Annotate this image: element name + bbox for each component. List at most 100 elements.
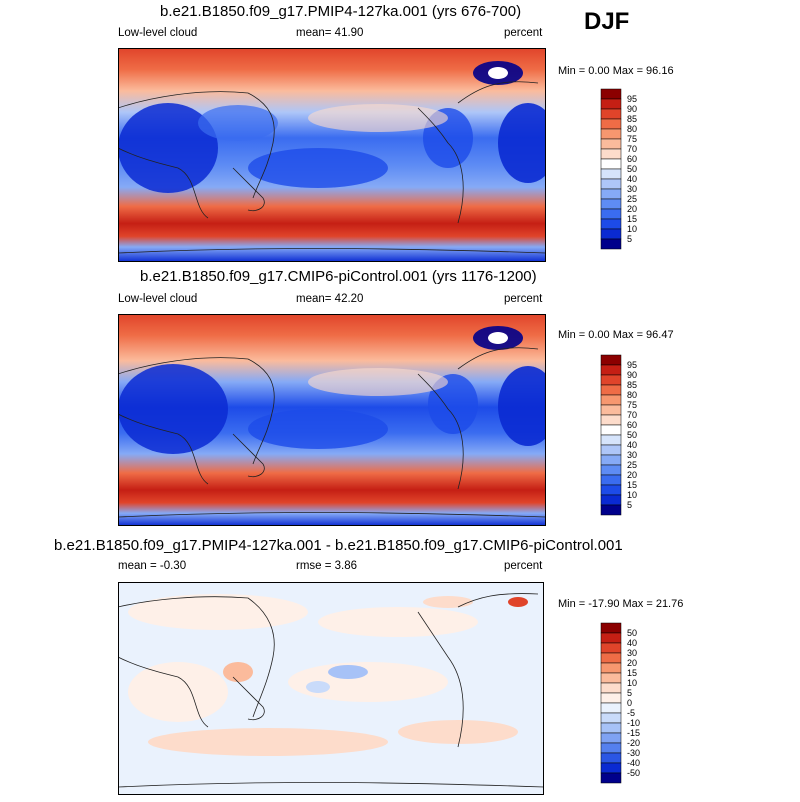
- colorbar-tick-label: 50: [627, 628, 637, 638]
- colorbar-tick-label: -30: [627, 748, 640, 758]
- panel1-coastlines: [118, 81, 546, 254]
- colorbar-swatch: [600, 158, 622, 170]
- colorbar-swatch: [600, 752, 622, 764]
- colorbar-swatch: [600, 662, 622, 674]
- colorbar-tick-label: 15: [627, 214, 637, 224]
- colorbar-tick-label: -15: [627, 728, 640, 738]
- colorbar-tick-label: 85: [627, 114, 637, 124]
- colorbar-tick-label: 60: [627, 154, 637, 164]
- colorbar-tick-label: 75: [627, 400, 637, 410]
- colorbar-tick-label: -40: [627, 758, 640, 768]
- colorbar-tick-label: 15: [627, 480, 637, 490]
- colorbar-swatch: [600, 474, 622, 486]
- colorbar-swatch: [600, 108, 622, 120]
- colorbar-swatch: [600, 384, 622, 396]
- colorbar-tick-label: 95: [627, 360, 637, 370]
- panel3-map: [118, 582, 544, 795]
- colorbar-swatch: [600, 672, 622, 684]
- colorbar-swatch: [600, 88, 622, 100]
- panel2-mean-label: mean= 42.20: [296, 293, 364, 305]
- panel2-coastlines: [118, 347, 546, 518]
- colorbar-swatch: [600, 128, 622, 140]
- colorbar-swatch: [600, 712, 622, 724]
- panel3-title: b.e21.B1850.f09_g17.PMIP4-127ka.001 - b.…: [54, 537, 623, 554]
- colorbar-swatch: [600, 414, 622, 426]
- colorbar-swatch: [600, 208, 622, 220]
- colorbar-tick-label: 80: [627, 124, 637, 134]
- colorbar-tick-label: 30: [627, 184, 637, 194]
- colorbar-tick-label: 30: [627, 450, 637, 460]
- panel3-diff-regions: [128, 594, 528, 756]
- colorbar-swatch: [600, 702, 622, 714]
- colorbar-tick-label: 50: [627, 164, 637, 174]
- colorbar-tick-label: -10: [627, 718, 640, 728]
- panel1-minmax: Min = 0.00 Max = 96.16: [558, 65, 674, 77]
- colorbar-swatch: [600, 354, 622, 366]
- colorbar-swatch: [600, 148, 622, 160]
- colorbar-swatch: [600, 238, 622, 250]
- colorbar-swatch: [600, 742, 622, 754]
- colorbar-tick-label: 70: [627, 410, 637, 420]
- colorbar-swatch: [600, 218, 622, 230]
- colorbar-tick-label: 40: [627, 174, 637, 184]
- panel1-colorbar-swatches: [600, 88, 622, 250]
- colorbar-tick-label: 90: [627, 370, 637, 380]
- colorbar-tick-label: 90: [627, 104, 637, 114]
- colorbar-tick-label: 0: [627, 698, 632, 708]
- colorbar-tick-label: 20: [627, 470, 637, 480]
- colorbar-tick-label: 15: [627, 668, 637, 678]
- colorbar-swatch: [600, 454, 622, 466]
- colorbar-swatch: [600, 364, 622, 376]
- colorbar-swatch: [600, 444, 622, 456]
- panel3-colorbar-swatches: [600, 622, 622, 784]
- colorbar-tick-label: 75: [627, 134, 637, 144]
- colorbar-swatch: [600, 188, 622, 200]
- panel1-variable-label: Low-level cloud: [118, 27, 198, 39]
- panel2-cloud-regions: [118, 326, 546, 454]
- colorbar-tick-label: 5: [627, 688, 632, 698]
- colorbar-tick-label: 95: [627, 94, 637, 104]
- colorbar-swatch: [600, 504, 622, 516]
- colorbar-tick-label: 10: [627, 224, 637, 234]
- colorbar-tick-label: 25: [627, 460, 637, 470]
- colorbar-swatch: [600, 404, 622, 416]
- colorbar-tick-label: 70: [627, 144, 637, 154]
- colorbar-swatch: [600, 168, 622, 180]
- season-label: DJF: [584, 8, 630, 35]
- colorbar-swatch: [600, 692, 622, 704]
- colorbar-tick-label: 60: [627, 420, 637, 430]
- colorbar-swatch: [600, 732, 622, 744]
- colorbar-swatch: [600, 434, 622, 446]
- panel3-minmax: Min = -17.90 Max = 21.76: [558, 598, 684, 610]
- colorbar-swatch: [600, 424, 622, 436]
- colorbar-tick-label: 40: [627, 638, 637, 648]
- panel3-units-label: percent: [504, 560, 543, 572]
- panel2-map: [118, 314, 546, 526]
- colorbar-swatch: [600, 178, 622, 190]
- colorbar-tick-label: -50: [627, 768, 640, 778]
- colorbar-tick-label: 5: [627, 234, 632, 244]
- panel1-mean-label: mean= 41.90: [296, 27, 364, 39]
- panel1-map: [118, 48, 546, 262]
- panel2-title: b.e21.B1850.f09_g17.CMIP6-piControl.001 …: [140, 268, 537, 285]
- colorbar-tick-label: 20: [627, 658, 637, 668]
- panel1-title: b.e21.B1850.f09_g17.PMIP4-127ka.001 (yrs…: [160, 3, 522, 20]
- panel1-units-label: percent: [504, 27, 543, 39]
- colorbar-swatch: [600, 484, 622, 496]
- colorbar-swatch: [600, 652, 622, 664]
- colorbar-swatch: [600, 374, 622, 386]
- panel3-rmse-label: rmse = 3.86: [296, 560, 358, 572]
- panel2-variable-label: Low-level cloud: [118, 293, 198, 305]
- colorbar-swatch: [600, 464, 622, 476]
- colorbar-tick-label: 20: [627, 204, 637, 214]
- colorbar-swatch: [600, 394, 622, 406]
- colorbar-swatch: [600, 98, 622, 110]
- panel3-coastlines: [118, 593, 544, 788]
- colorbar-swatch: [600, 494, 622, 506]
- colorbar-swatch: [600, 228, 622, 240]
- panel2-units-label: percent: [504, 293, 543, 305]
